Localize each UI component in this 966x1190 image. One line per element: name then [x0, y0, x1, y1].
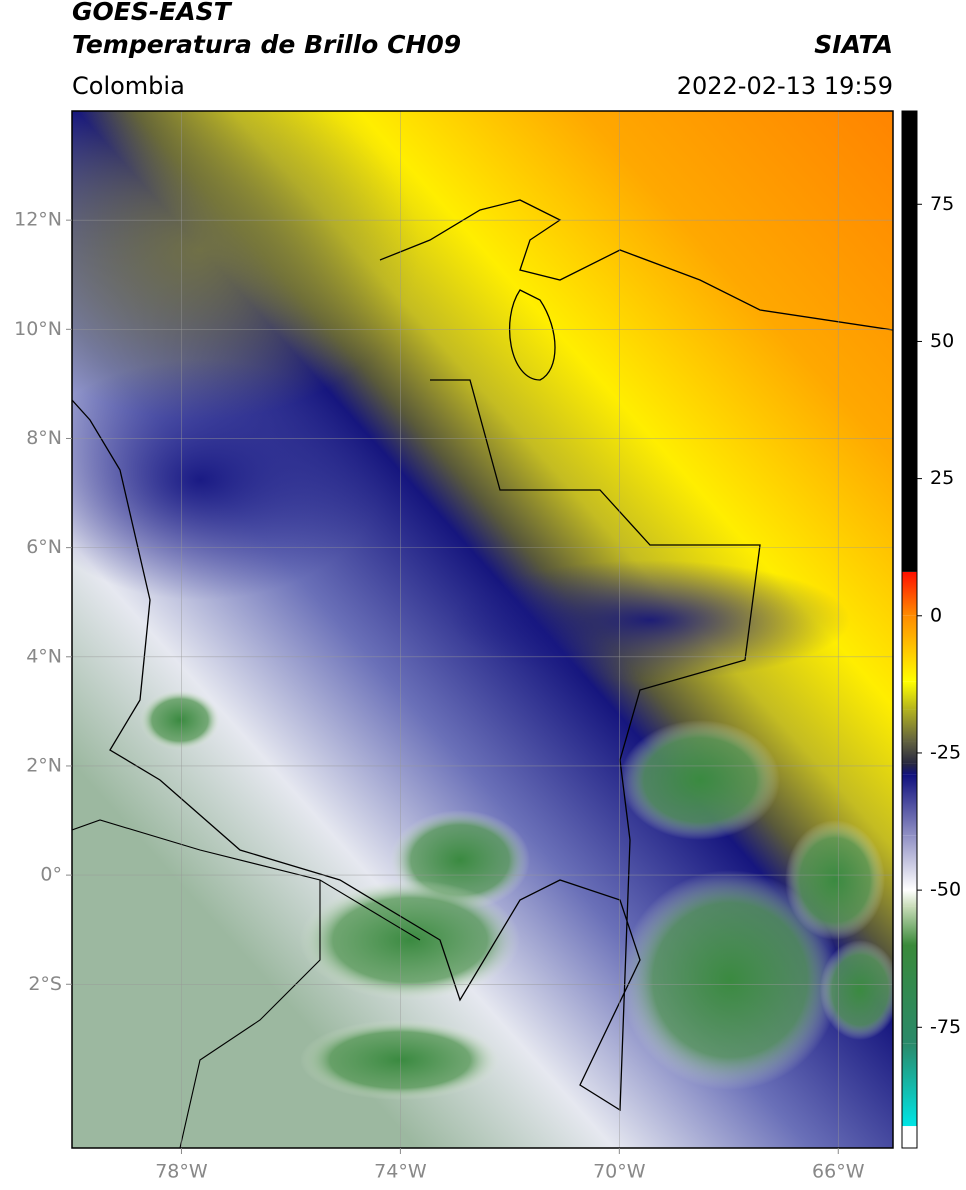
- colorbar-segment: [902, 774, 917, 836]
- y-tick-label: 10°N: [14, 318, 62, 340]
- y-tick-label: 2°S: [28, 973, 62, 995]
- colorbar-tick-label: 25: [930, 467, 954, 489]
- colorbar-tick-label: -50: [930, 879, 961, 901]
- y-tick-label: 8°N: [26, 427, 62, 449]
- source: SIATA: [814, 30, 893, 59]
- colorbar-segment: [902, 906, 917, 945]
- colorbar-segment: [902, 763, 917, 775]
- title: GOES-EAST: [72, 0, 233, 26]
- colorbar-tick-label: -25: [930, 741, 961, 763]
- y-tick-label: 4°N: [26, 645, 62, 667]
- grid: [72, 111, 893, 1148]
- x-tick-label: 70°W: [593, 1161, 646, 1183]
- colorbar-segment: [902, 111, 917, 572]
- datetime: 2022-02-13 19:59: [677, 72, 893, 100]
- colorbar-segment: [902, 1043, 917, 1127]
- colorbar-segment: [902, 615, 917, 682]
- map-frame: [71, 110, 894, 1149]
- colorbar: [902, 111, 917, 1148]
- x-tick-label: 66°W: [812, 1161, 865, 1183]
- colorbar-segment: [902, 571, 917, 616]
- colorbar-tick-label: 50: [930, 330, 954, 352]
- colorbar-segment: [902, 709, 917, 742]
- region: Colombia: [72, 72, 185, 100]
- colorbar-segment: [902, 681, 917, 710]
- colorbar-frame: [901, 110, 918, 1149]
- y-tick-label: 6°N: [26, 536, 62, 558]
- colorbar-tick-label: 0: [930, 604, 942, 626]
- satellite-image: [72, 111, 893, 1148]
- y-tick-label: 2°N: [26, 754, 62, 776]
- subtitle: Temperatura de Brillo CH09: [72, 30, 461, 59]
- colorbar-segment: [902, 741, 917, 764]
- y-tick-label: 0°: [40, 864, 62, 886]
- colorbar-segment: [902, 835, 917, 891]
- colorbar-segment: [902, 1126, 917, 1148]
- x-tick-label: 78°W: [155, 1161, 208, 1183]
- colorbar-tick-label: 75: [930, 193, 954, 215]
- x-tick-label: 74°W: [374, 1161, 427, 1183]
- colorbar-segment: [902, 890, 917, 907]
- colorbar-tick-label: -75: [930, 1016, 961, 1038]
- y-tick-label: 12°N: [14, 209, 62, 231]
- colorbar-segment: [902, 944, 917, 1044]
